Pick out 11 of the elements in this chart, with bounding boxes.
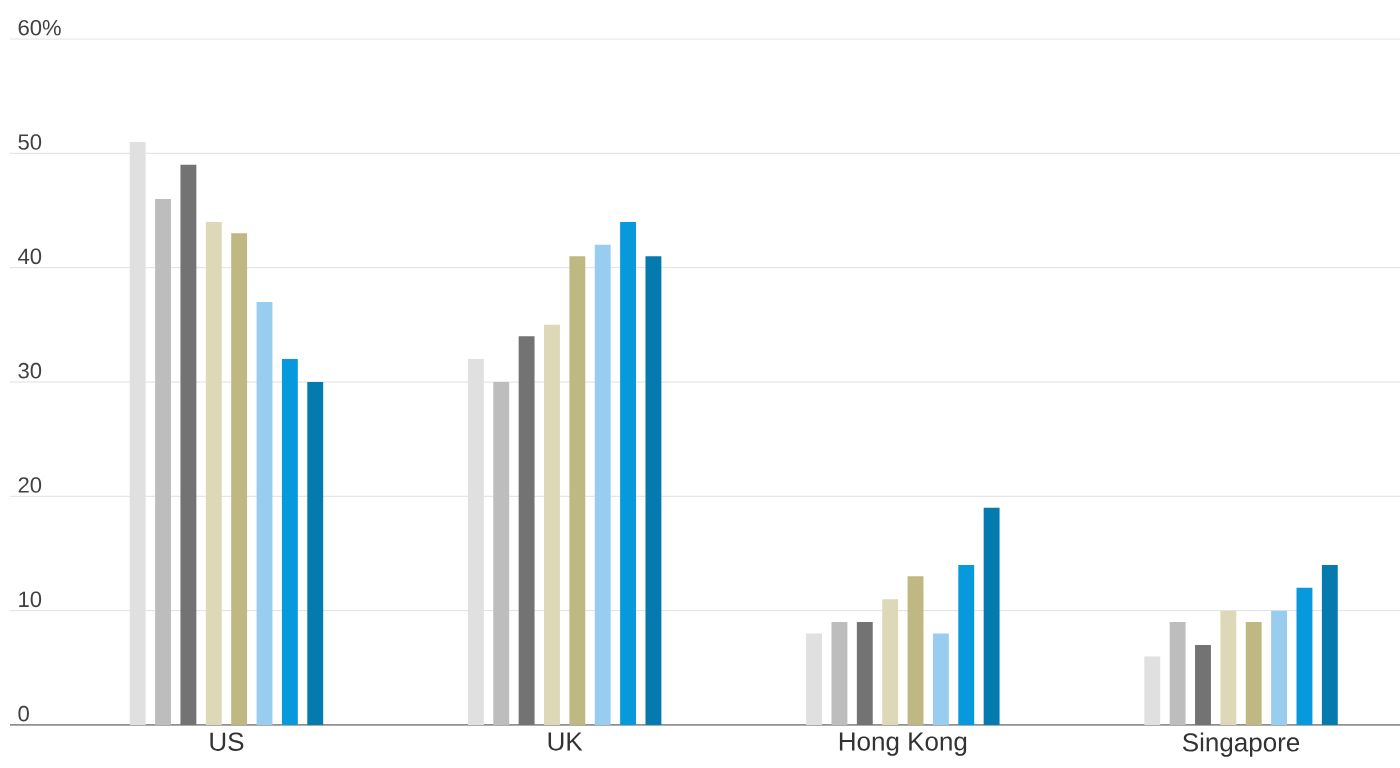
x-tick-label: US: [210, 732, 244, 751]
x-tick-label: Hong Kong: [839, 732, 967, 756]
y-tick-label: 10: [19, 591, 42, 608]
x-tick-label: Singapore: [1182, 732, 1300, 757]
y-tick-label: 0: [18, 705, 29, 722]
y-tick-label: 60%: [18, 19, 61, 36]
x-tick-label: UK: [548, 732, 583, 751]
y-tick-label: 40: [18, 248, 42, 265]
y-tick-label: 50: [18, 134, 42, 150]
y-tick-label: 30: [18, 362, 42, 379]
y-tick-label: 20: [18, 477, 42, 493]
